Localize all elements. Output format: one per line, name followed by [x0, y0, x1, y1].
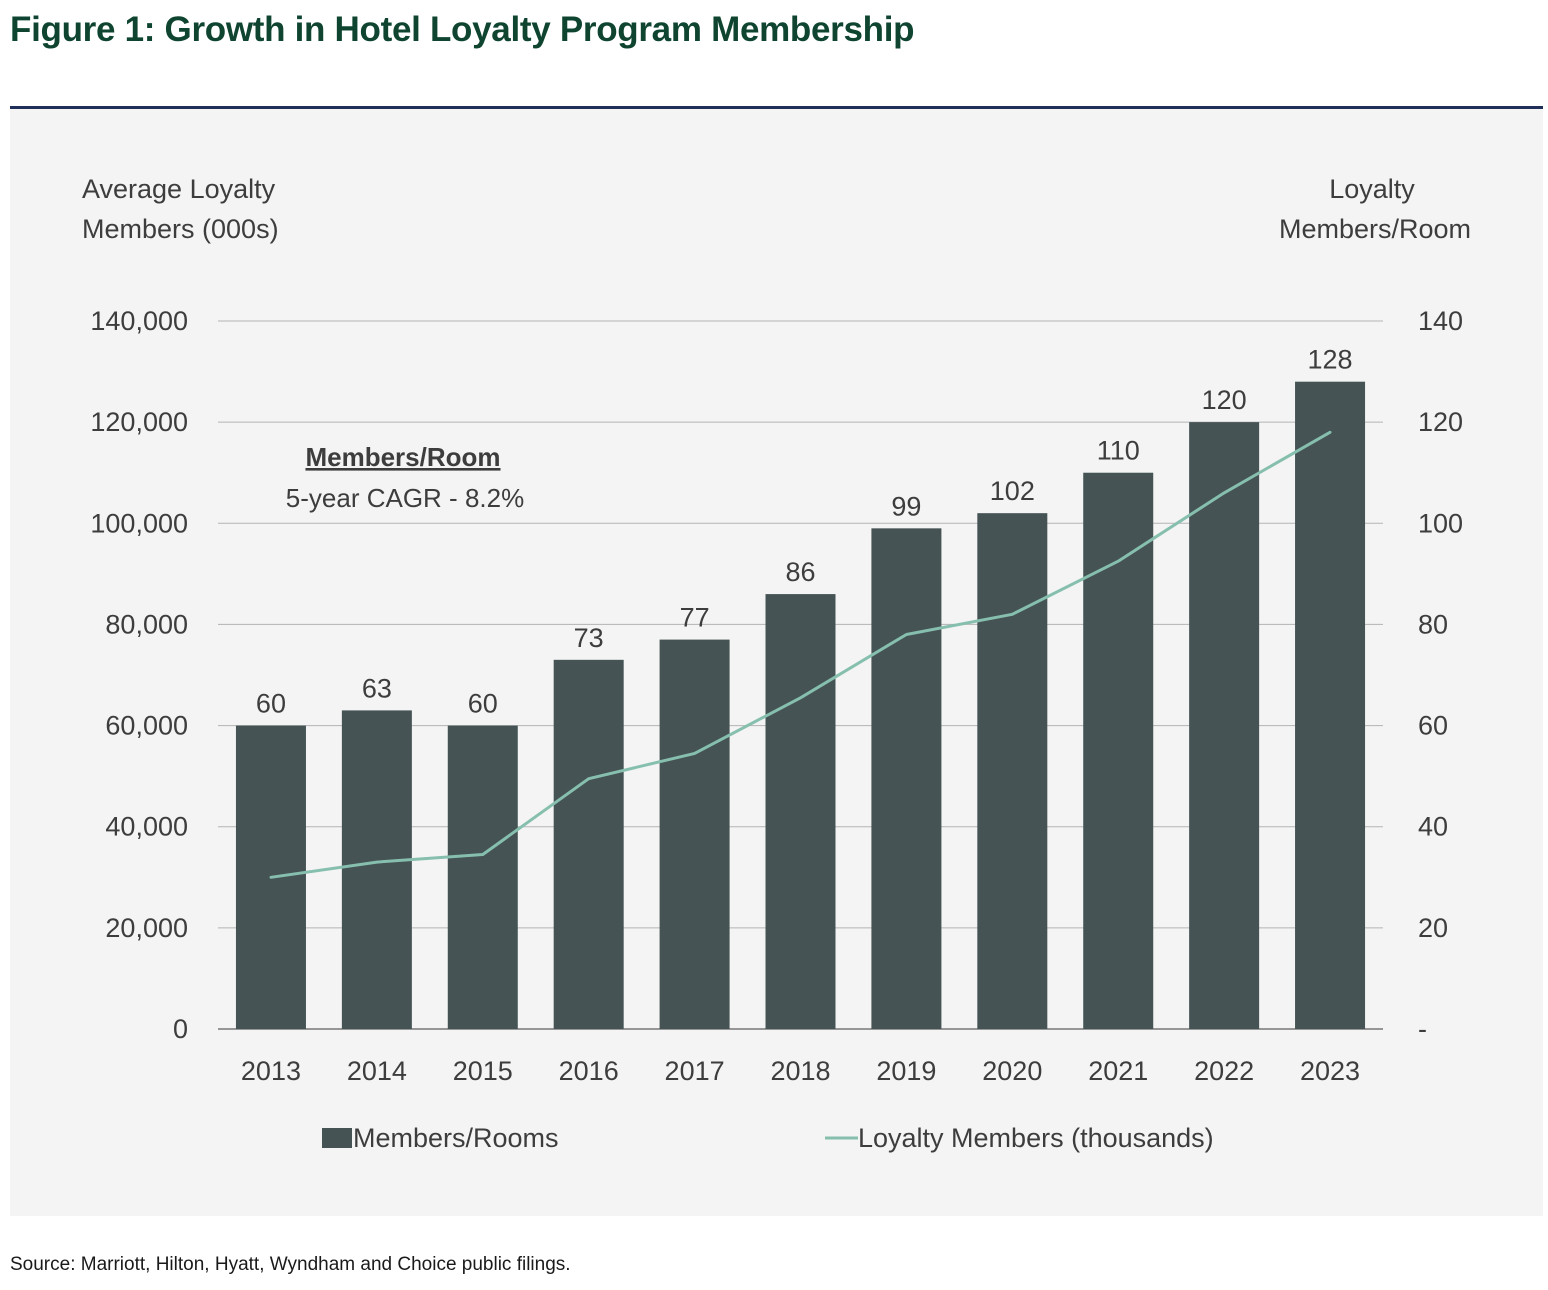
- bar: [977, 513, 1048, 1029]
- legend: Members/Rooms Loyalty Members (thousands…: [322, 1123, 1214, 1153]
- bar: [553, 659, 624, 1029]
- bar: [871, 528, 942, 1029]
- right-axis-tick-label: 120: [1418, 407, 1463, 437]
- annotation-heading: Members/Room: [305, 442, 500, 472]
- x-axis-tick-label: 2020: [982, 1056, 1042, 1086]
- left-axis-tick-label: 100,000: [90, 508, 188, 538]
- right-axis-tick-label: 40: [1418, 812, 1448, 842]
- source-note: Source: Marriott, Hilton, Hyatt, Wyndham…: [10, 1254, 571, 1275]
- left-axis-tick-label: 60,000: [105, 711, 188, 741]
- legend-bar-swatch: [322, 1128, 352, 1148]
- left-axis-tick-label: 120,000: [90, 407, 188, 437]
- bar-data-label: 120: [1202, 385, 1247, 415]
- bar: [341, 710, 412, 1029]
- bar-data-label: 128: [1308, 345, 1353, 375]
- x-axis-tick-label: 2017: [665, 1056, 725, 1086]
- right-axis-tick-label: -: [1418, 1014, 1427, 1044]
- data-labels: 60 63 60 73 77 86 99 102 110 120 128: [256, 345, 1353, 719]
- figure-title: Figure 1: Growth in Hotel Loyalty Progra…: [10, 10, 915, 49]
- left-axis-tick-label: 0: [173, 1014, 188, 1044]
- left-axis-tick-label: 20,000: [105, 913, 188, 943]
- right-axis-title-line-2: Members/Room: [1279, 214, 1471, 244]
- x-axis-tick-label: 2021: [1088, 1056, 1148, 1086]
- right-axis-tick-label: 60: [1418, 711, 1448, 741]
- bar: [447, 725, 518, 1029]
- legend-bar-label: Members/Rooms: [353, 1123, 559, 1153]
- bar-data-label: 73: [574, 623, 604, 653]
- bar: [659, 639, 730, 1029]
- x-axis-tick-label: 2022: [1194, 1056, 1254, 1086]
- x-axis-tick-label: 2019: [876, 1056, 936, 1086]
- bar-data-label: 60: [256, 689, 286, 719]
- right-axis-tick-label: 80: [1418, 609, 1448, 639]
- right-axis-title-line-1: Loyalty: [1329, 174, 1415, 204]
- x-axis-tick-label: 2016: [559, 1056, 619, 1086]
- bar: [1295, 381, 1366, 1030]
- loyalty-members-line: [269, 430, 1332, 879]
- bar-data-label: 99: [891, 491, 921, 521]
- right-axis-tick-label: 100: [1418, 508, 1463, 538]
- legend-line-label: Loyalty Members (thousands): [858, 1123, 1214, 1153]
- bar-data-label: 60: [468, 689, 498, 719]
- right-axis-tick-label: 20: [1418, 913, 1448, 943]
- annotation-text: 5-year CAGR - 8.2%: [286, 483, 524, 513]
- bar-data-label: 110: [1097, 436, 1140, 466]
- x-axis-tick-label: 2015: [453, 1056, 513, 1086]
- bar: [765, 594, 836, 1029]
- bar: [1189, 422, 1260, 1030]
- axes: 0 - 20,000 20 40,000 40 60,000 60 80,000 80 100,00…: [90, 306, 1463, 1086]
- x-axis-tick-label: 2013: [241, 1056, 301, 1086]
- x-axis-tick-label: 2023: [1300, 1056, 1360, 1086]
- bar-data-label: 86: [785, 557, 815, 587]
- bar-data-label: 63: [362, 673, 392, 703]
- left-axis-tick-label: 80,000: [105, 609, 188, 639]
- bars: [235, 381, 1366, 1030]
- bar-data-label: 102: [990, 476, 1035, 506]
- x-axis-tick-label: 2014: [347, 1056, 407, 1086]
- bar-data-label: 77: [680, 603, 710, 633]
- line-series: [269, 430, 1332, 879]
- title-rule: [10, 106, 1543, 109]
- x-axis-tick-label: 2018: [770, 1056, 830, 1086]
- bar: [1083, 472, 1154, 1029]
- left-axis-title-line-1: Average Loyalty: [82, 174, 276, 204]
- left-axis-tick-label: 140,000: [90, 306, 188, 336]
- left-axis-title-line-2: Members (000s): [82, 214, 279, 244]
- left-axis-tick-label: 40,000: [105, 812, 188, 842]
- right-axis-tick-label: 140: [1418, 306, 1463, 336]
